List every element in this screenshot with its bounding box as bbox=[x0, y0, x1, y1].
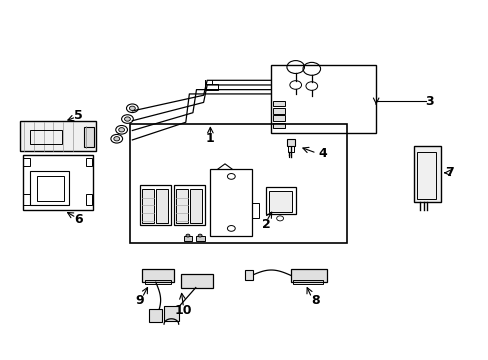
Bar bbox=[156, 189, 167, 223]
Circle shape bbox=[185, 234, 189, 237]
Circle shape bbox=[129, 106, 135, 111]
Bar bbox=[20, 121, 96, 151]
Bar bbox=[286, 139, 294, 146]
Bar bbox=[266, 187, 295, 214]
Bar bbox=[30, 171, 69, 205]
Bar bbox=[144, 280, 171, 284]
Bar bbox=[140, 185, 171, 225]
Text: 4: 4 bbox=[318, 147, 326, 159]
Bar bbox=[149, 309, 161, 321]
Bar bbox=[245, 270, 252, 280]
Bar bbox=[210, 169, 251, 235]
Text: 5: 5 bbox=[74, 109, 83, 122]
Text: 2: 2 bbox=[262, 218, 270, 231]
Bar bbox=[287, 146, 293, 152]
Bar bbox=[290, 269, 327, 282]
Bar bbox=[173, 185, 205, 225]
Bar bbox=[22, 155, 93, 211]
Bar bbox=[189, 189, 202, 223]
Bar bbox=[142, 269, 173, 282]
Bar bbox=[86, 194, 92, 205]
Bar bbox=[251, 203, 259, 218]
Bar bbox=[205, 84, 217, 90]
Bar bbox=[163, 306, 178, 320]
Circle shape bbox=[198, 234, 202, 237]
Bar bbox=[176, 189, 188, 223]
Bar bbox=[413, 146, 440, 202]
Text: 8: 8 bbox=[310, 294, 319, 307]
Bar bbox=[130, 125, 346, 243]
Bar bbox=[183, 235, 192, 241]
Bar bbox=[272, 101, 285, 107]
Bar bbox=[271, 65, 375, 134]
Bar bbox=[272, 108, 285, 114]
Bar bbox=[22, 194, 30, 205]
Circle shape bbox=[119, 128, 124, 132]
Bar bbox=[416, 152, 435, 199]
Bar bbox=[272, 116, 285, 121]
Bar bbox=[22, 158, 30, 166]
Text: 7: 7 bbox=[444, 166, 453, 179]
Bar bbox=[83, 127, 94, 147]
Text: 10: 10 bbox=[174, 305, 192, 318]
Bar bbox=[30, 130, 61, 144]
Text: 6: 6 bbox=[74, 213, 83, 226]
Bar bbox=[293, 280, 322, 284]
Bar bbox=[142, 189, 154, 223]
Bar bbox=[86, 158, 92, 166]
Bar bbox=[272, 123, 285, 128]
Bar bbox=[37, 176, 64, 201]
Circle shape bbox=[114, 136, 120, 141]
Text: 1: 1 bbox=[205, 132, 214, 145]
Bar bbox=[195, 235, 204, 241]
Circle shape bbox=[124, 117, 130, 121]
Text: 9: 9 bbox=[135, 294, 143, 307]
Text: 3: 3 bbox=[425, 95, 433, 108]
Bar bbox=[268, 191, 292, 212]
Bar bbox=[181, 274, 212, 288]
